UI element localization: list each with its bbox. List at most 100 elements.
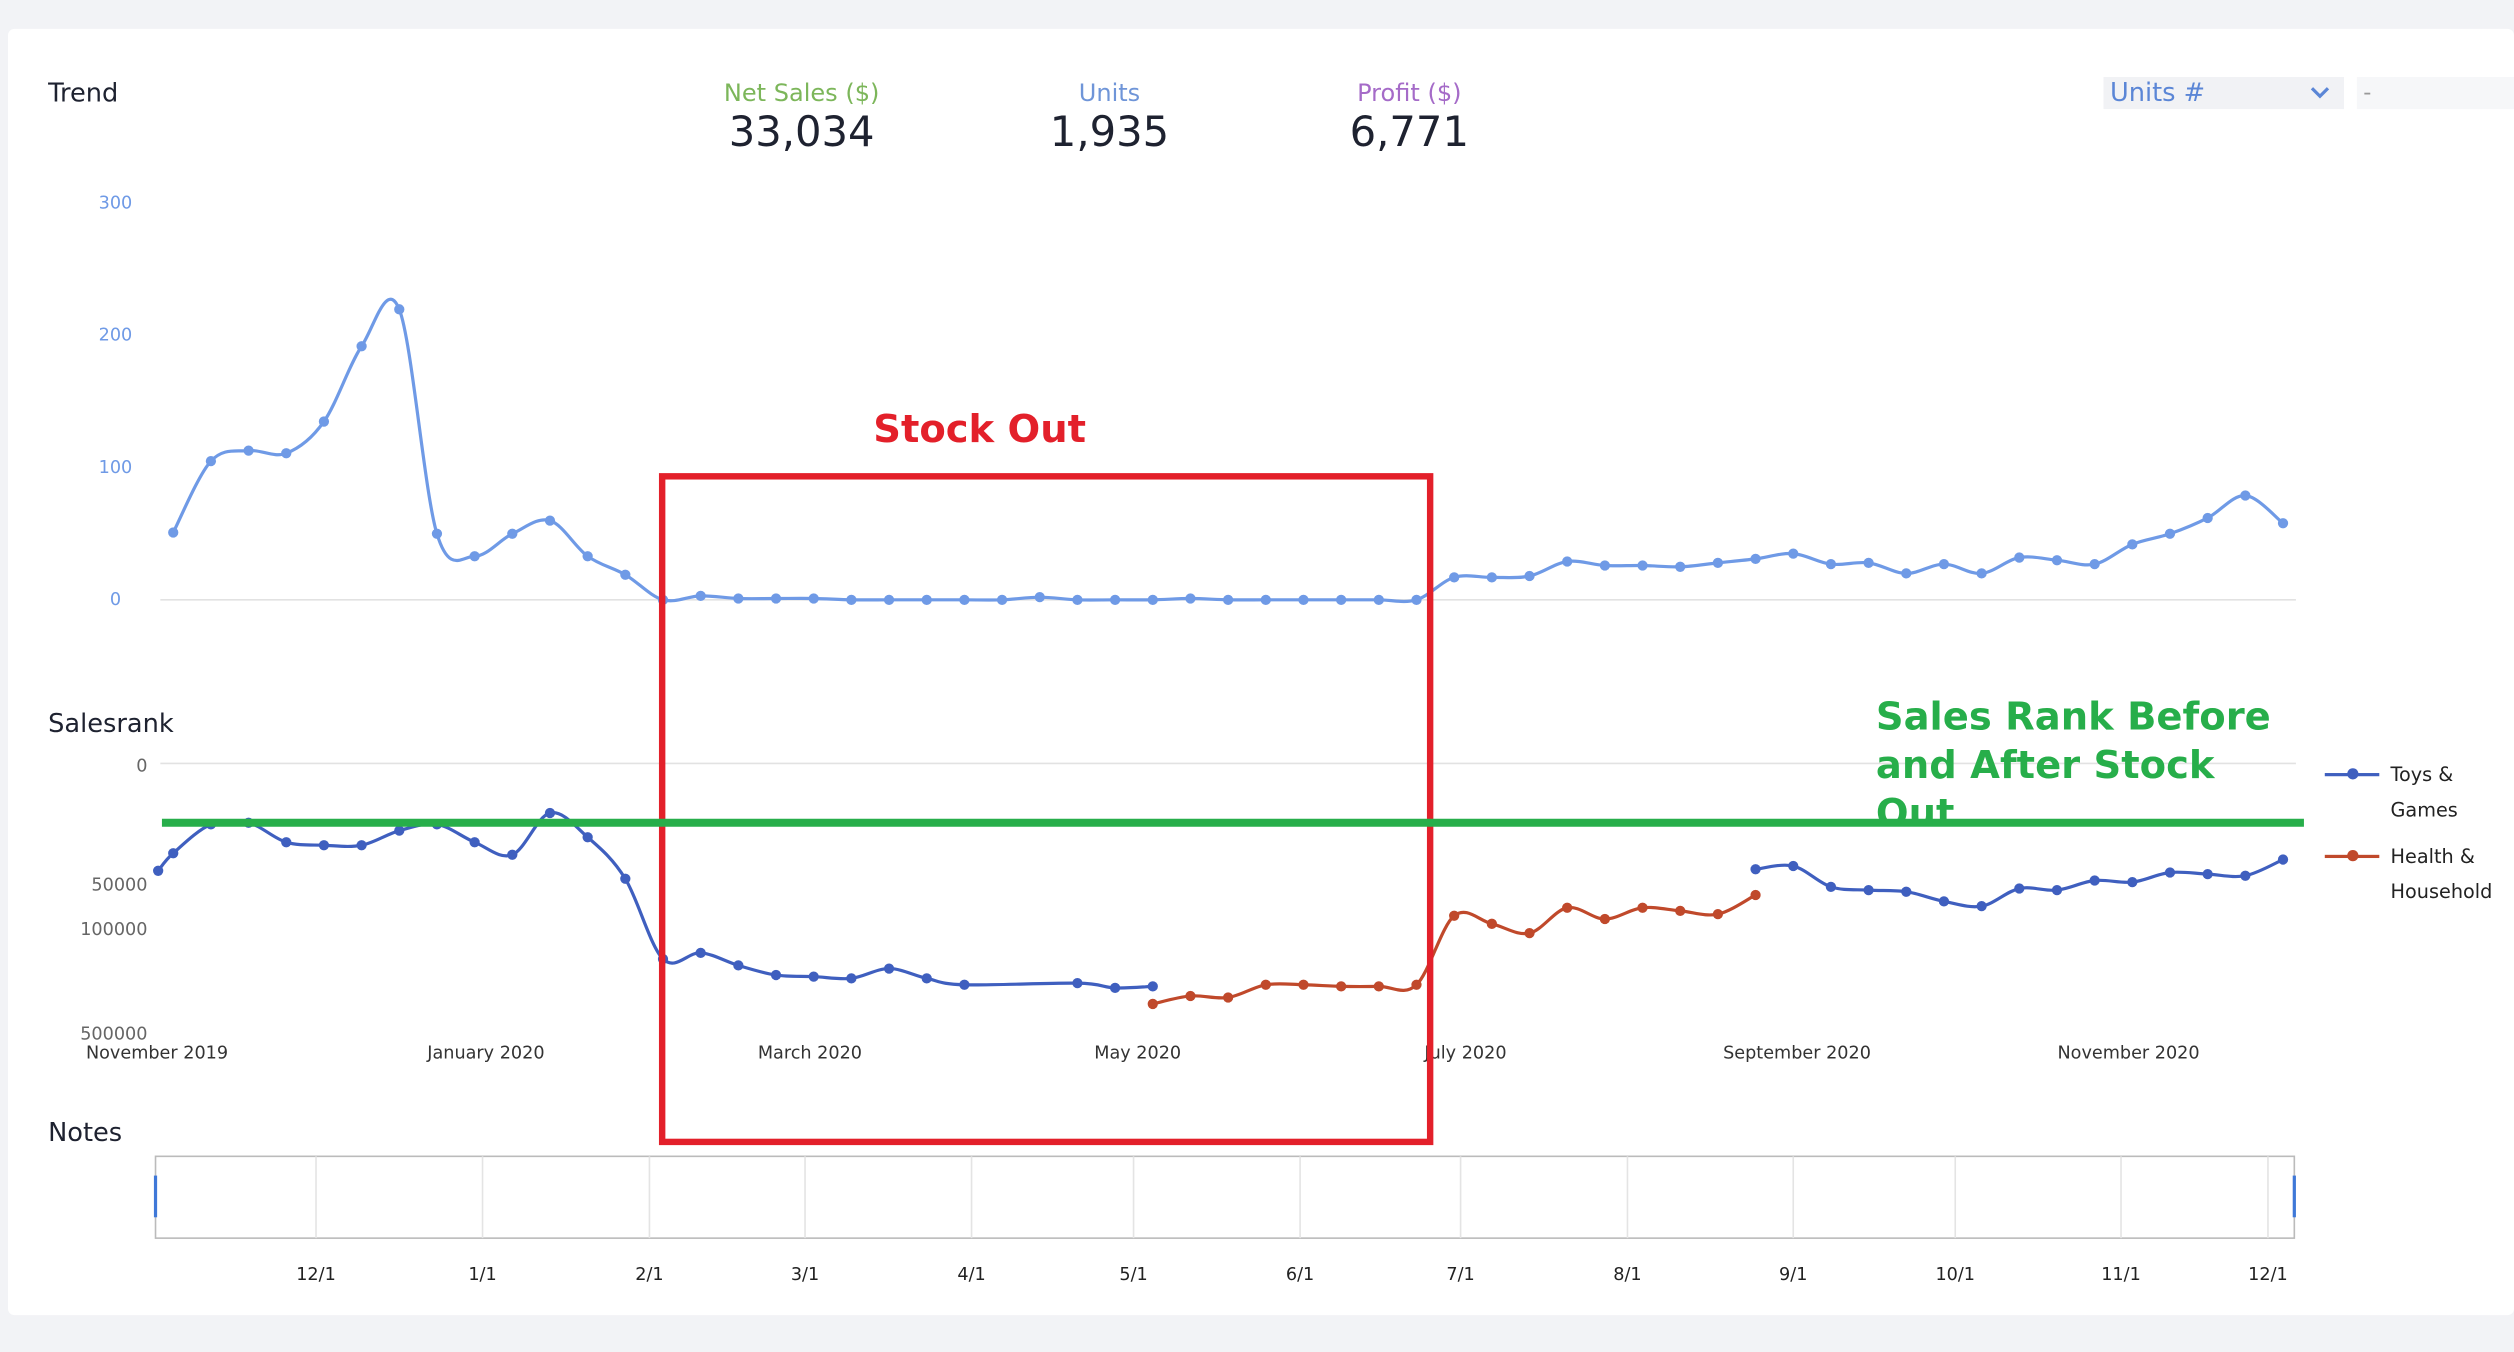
point	[1222, 594, 1234, 605]
point	[883, 963, 895, 974]
legend-label: Health & Household	[2390, 845, 2493, 903]
point	[1637, 902, 1648, 913]
point	[1147, 998, 1158, 1010]
y-tick-label: 100000	[80, 920, 147, 940]
point	[2014, 883, 2025, 894]
point	[808, 593, 819, 604]
point	[1825, 881, 1837, 892]
x-tick-label: May 2020	[1094, 1044, 1181, 1064]
stock-out-label: Stock Out	[873, 407, 1086, 452]
point	[281, 837, 292, 848]
point	[1336, 981, 1347, 992]
chart-title: Trend	[47, 79, 118, 109]
annotation-note: Sales Rank Before and After Stock Out	[1875, 694, 2271, 836]
point	[1222, 992, 1234, 1003]
metric-label: Profit ($)	[1357, 78, 1462, 108]
point	[2202, 868, 2213, 880]
point	[168, 848, 179, 859]
x-tick-label: 12/1	[2248, 1265, 2288, 1285]
x-tick-label: 12/1	[296, 1265, 336, 1285]
chart-title: Notes	[48, 1118, 122, 1148]
point	[1411, 594, 1422, 605]
stock-out-box	[658, 473, 1434, 1146]
point	[1373, 981, 1384, 992]
point	[507, 528, 518, 539]
point	[2240, 490, 2251, 501]
point	[2164, 528, 2176, 539]
point	[1260, 594, 1271, 605]
point	[1712, 557, 1724, 568]
point	[153, 865, 164, 876]
point	[1825, 559, 1837, 570]
point	[1336, 594, 1347, 605]
point	[168, 527, 179, 538]
point	[1034, 592, 1045, 603]
range-handle	[153, 1175, 158, 1218]
range-handle	[2292, 1175, 2296, 1218]
secondary-selector[interactable]: -	[2356, 76, 2514, 110]
point	[1976, 901, 1987, 912]
point	[1072, 594, 1083, 605]
point	[1524, 570, 1535, 582]
point	[733, 593, 744, 604]
point	[770, 593, 782, 604]
selector-text: Units #	[2109, 76, 2206, 108]
metric: Profit ($) 6,771	[1281, 79, 1538, 158]
point	[1863, 557, 1874, 568]
x-tick-label: March 2020	[758, 1044, 862, 1064]
point	[1675, 561, 1686, 572]
point	[1449, 572, 1460, 583]
metric: Net Sales ($) 33,034	[673, 79, 930, 158]
point	[1901, 568, 1912, 579]
notes-box	[154, 1155, 2296, 1239]
point	[2051, 555, 2063, 566]
point	[2127, 876, 2138, 888]
point	[2127, 539, 2138, 550]
point	[733, 960, 744, 971]
metric-value: 1,935	[1049, 109, 1170, 158]
point	[883, 594, 895, 605]
point	[1486, 572, 1497, 583]
x-tick-label: 4/1	[957, 1265, 985, 1285]
point	[469, 837, 480, 848]
card	[8, 28, 2514, 1316]
point	[356, 840, 367, 851]
y-tick-label: 300	[99, 194, 133, 214]
point	[1938, 896, 1950, 907]
x-tick-label: 8/1	[1613, 1265, 1641, 1285]
point	[1562, 556, 1573, 567]
point	[959, 979, 970, 990]
point	[318, 416, 330, 427]
x-tick-label: July 2020	[1423, 1044, 1506, 1064]
point	[1750, 553, 1761, 565]
point	[1260, 979, 1271, 990]
point	[2277, 854, 2289, 865]
point	[356, 341, 367, 352]
point	[846, 973, 857, 984]
y-tick-label: 0	[110, 590, 121, 610]
point	[1750, 889, 1761, 901]
point	[1976, 568, 1987, 579]
point	[808, 971, 819, 982]
point	[1185, 990, 1196, 1002]
x-tick-label: November 2019	[86, 1044, 228, 1064]
point	[959, 594, 970, 605]
y-tick-label: 0	[136, 757, 147, 777]
x-tick-label: 1/1	[468, 1265, 496, 1285]
point	[996, 594, 1008, 605]
series-line	[171, 297, 2285, 604]
point	[2202, 512, 2213, 524]
point	[2089, 559, 2100, 570]
point	[1298, 979, 1309, 990]
legend-key	[2324, 768, 2380, 780]
metric-selector[interactable]: Units #	[2103, 76, 2345, 110]
point	[921, 594, 932, 605]
point	[469, 551, 480, 562]
point	[2089, 875, 2100, 886]
point	[1675, 905, 1686, 917]
x-tick-label: September 2020	[1723, 1044, 1871, 1064]
metric: Units 1,935	[981, 79, 1238, 158]
point	[620, 873, 631, 884]
